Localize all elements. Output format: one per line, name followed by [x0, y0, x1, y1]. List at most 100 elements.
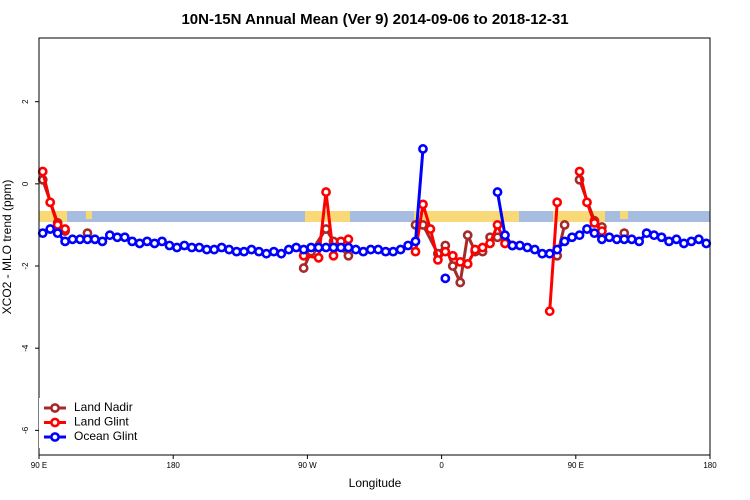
x-tick-label: 90 E: [568, 461, 584, 470]
data-point: [142, 236, 153, 247]
data-point: [246, 244, 257, 255]
data-point: [343, 234, 354, 245]
x-tick-label: 180: [703, 461, 717, 470]
data-point: [649, 230, 659, 241]
data-point: [485, 238, 495, 249]
data-point: [52, 228, 63, 239]
data-point: [641, 228, 652, 239]
data-point: [321, 242, 331, 253]
data-point: [358, 246, 369, 257]
data-point: [97, 236, 108, 247]
data-point: [574, 166, 585, 177]
y-tick-label: 0: [21, 181, 30, 186]
data-point: [201, 244, 212, 255]
data-point: [298, 244, 309, 255]
data-point: [343, 242, 354, 253]
data-point: [134, 238, 145, 249]
data-point: [544, 306, 555, 317]
data-point: [388, 246, 399, 257]
data-point: [522, 242, 533, 253]
data-point: [596, 234, 607, 245]
data-point: [186, 242, 197, 253]
data-point: [552, 244, 563, 255]
y-tick-label: -6: [21, 426, 30, 434]
data-point: [492, 220, 503, 230]
data-point: [291, 242, 302, 253]
data-point: [455, 277, 466, 288]
data-point: [701, 238, 712, 249]
data-point: [194, 242, 205, 253]
data-point: [268, 246, 279, 257]
data-point: [164, 240, 175, 251]
data-point: [306, 242, 317, 253]
data-point: [477, 242, 488, 253]
data-point: [500, 230, 510, 241]
y-tick-label: 2: [21, 99, 30, 104]
data-point: [45, 224, 56, 234]
data-point: [45, 197, 56, 208]
data-point: [425, 224, 436, 234]
legend-label: Ocean Glint: [74, 429, 138, 443]
data-point: [686, 236, 697, 247]
legend-marker: [50, 432, 60, 442]
data-point: [60, 236, 70, 247]
data-point: [604, 232, 615, 243]
data-point: [254, 246, 264, 257]
plot-frame: [38, 37, 711, 456]
data-point: [455, 257, 466, 267]
x-tick-label: 0: [439, 461, 444, 470]
legend-label: Land Nadir: [74, 400, 133, 414]
data-point: [60, 224, 70, 234]
data-point: [440, 246, 451, 257]
data-point: [634, 236, 645, 247]
data-point: [261, 248, 272, 259]
data-point: [172, 242, 182, 253]
data-point: [514, 240, 525, 251]
data-point: [350, 244, 361, 255]
data-point: [239, 246, 249, 257]
data-point: [619, 234, 630, 245]
data-point: [149, 238, 160, 249]
data-point: [119, 232, 130, 243]
data-point: [52, 220, 63, 230]
data-point: [231, 246, 242, 257]
data-point: [336, 242, 346, 253]
data-point: [127, 236, 138, 247]
data-point: [209, 244, 220, 255]
plot-area: [39, 144, 712, 317]
y-tick-label: -2: [21, 262, 30, 270]
data-point: [410, 236, 421, 247]
data-point: [664, 236, 674, 247]
data-point: [656, 232, 667, 243]
y-axis-label: XCO2 - MLO trend (ppm): [0, 180, 14, 315]
data-point: [328, 250, 339, 261]
data-point: [567, 232, 577, 243]
data-point: [462, 230, 473, 241]
data-point: [671, 234, 682, 245]
data-point: [298, 263, 309, 273]
data-point: [582, 224, 592, 234]
data-point: [537, 248, 548, 259]
data-point: [276, 248, 287, 259]
data-point: [559, 236, 570, 247]
data-point: [574, 230, 585, 241]
data-point: [552, 197, 563, 208]
data-point: [365, 244, 376, 255]
data-point: [596, 226, 607, 236]
data-point: [224, 244, 235, 255]
data-point: [447, 261, 458, 271]
data-point: [462, 259, 473, 269]
data-point: [589, 228, 600, 239]
data-point: [373, 244, 384, 255]
data-point: [582, 197, 592, 208]
x-axis-label: Longitude: [349, 476, 402, 490]
data-point: [104, 230, 115, 241]
data-point: [470, 244, 481, 255]
data-point: [67, 234, 78, 245]
series-line: [43, 180, 625, 283]
y-tick-label: -4: [21, 344, 30, 352]
data-point: [112, 232, 123, 243]
data-point: [328, 242, 339, 253]
